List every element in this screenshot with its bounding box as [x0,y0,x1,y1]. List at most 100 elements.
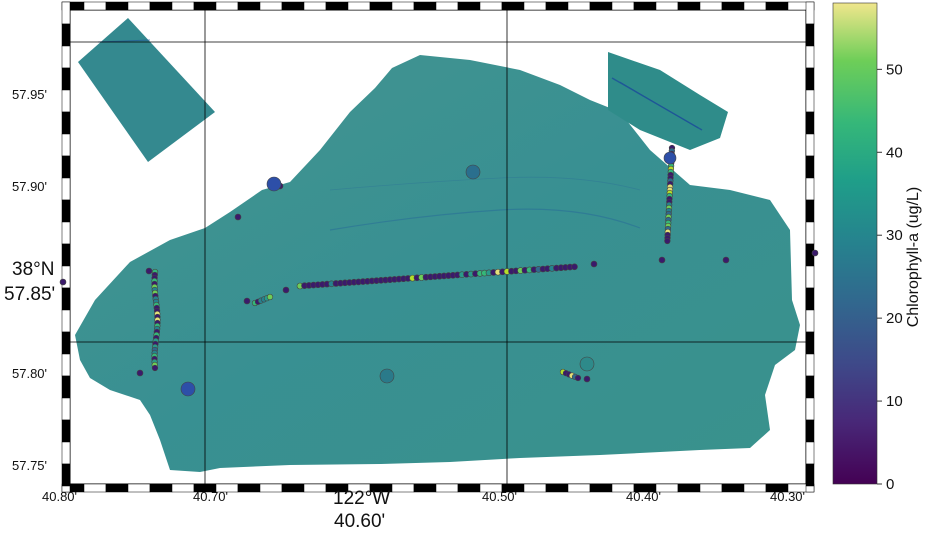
survey-point [590,260,598,268]
frame-segment [805,331,815,355]
frame-segment [805,265,815,289]
lat-tick-label: 57.85' [4,284,56,305]
frame-segment [677,483,701,493]
frame-segment [259,1,283,11]
colorbar-ticks: 0 10 20 30 40 50 [877,61,903,493]
frame-segment [61,177,71,201]
frame-segment [215,1,239,11]
colorbar-tick-label: 30 [886,227,903,244]
frame-segment [61,287,71,311]
survey-point [465,164,481,180]
frame-segment [805,309,815,333]
lon-tick-label: 40.80' [42,489,78,504]
frame-segment [805,1,815,25]
lon-tick-label: 40.70' [193,489,229,504]
frame-segment [805,463,815,487]
frame-segment [805,89,815,113]
survey-point [266,293,274,301]
frame-segment [237,1,261,11]
frame-segment [149,1,173,11]
survey-point [811,249,819,257]
frame-segment [303,1,327,11]
frame-segment [805,199,815,223]
frame-segment [805,441,815,465]
frame-segment [61,309,71,333]
frame-segment [127,1,151,11]
survey-point [379,368,395,384]
lon-tick-label: 40.50' [482,489,518,504]
survey-point [571,263,578,271]
survey-point [579,356,595,372]
frame-segment [805,111,815,135]
frame-segment [589,483,613,493]
lat-tick-label: 57.95' [12,87,48,102]
frame-segment [171,483,195,493]
frame-segment [149,483,173,493]
frame-segment [805,485,815,493]
frame-segment [523,1,547,11]
frame-segment [501,1,525,11]
frame-segment [805,155,815,179]
frame-segment [391,483,415,493]
frame-segment [237,483,261,493]
frame-segment [171,1,195,11]
colorbar-tick-label: 50 [886,61,903,78]
frame-segment [805,375,815,399]
frame-segment [391,1,415,11]
frame-segment [765,1,789,11]
frame-segment [805,67,815,91]
survey-point [145,267,153,275]
frame-segment [805,177,815,201]
survey-point [136,369,144,377]
frame-segment [805,45,815,69]
frame-segment [303,483,327,493]
frame-segment [281,1,305,11]
frame-segment [83,1,107,11]
survey-point [282,286,290,294]
frame-segment [655,1,679,11]
frame-segment [61,353,71,377]
lon-tick-label: 40.40' [626,489,662,504]
frame-segment [105,1,129,11]
frame-segment [699,1,723,11]
frame-segment [523,483,547,493]
colorbar-tick-label: 0 [886,476,894,493]
frame-segment [347,1,371,11]
frame-segment [545,1,569,11]
frame-segment [61,243,71,267]
survey-point [243,297,251,305]
frame-segment [281,483,305,493]
frame-segment [61,463,71,487]
frame-segment [545,483,569,493]
frame-segment [805,397,815,421]
frame-segment [435,1,459,11]
lat-tick-label: 57.75' [12,458,48,473]
frame-segment [61,331,71,355]
frame-segment [589,1,613,11]
frame-segment [413,1,437,11]
lat-tick-label: 57.80' [12,366,48,381]
survey-point [663,151,677,165]
frame-segment [805,133,815,157]
survey-point [574,374,582,382]
colorbar-tick-label: 20 [886,310,903,327]
frame-segment [61,397,71,421]
frame-segment [805,221,815,245]
frame-segment [805,23,815,47]
frame-segment [193,1,217,11]
frame-segment [61,1,71,25]
frame-segment [61,485,71,493]
frame-segment [61,155,71,179]
frame-segment [61,441,71,465]
frame-segment [413,483,437,493]
frame-segment [721,483,745,493]
frame-segment [567,1,591,11]
survey-point [658,256,666,264]
frame-segment [805,287,815,311]
frame-segment [61,221,71,245]
colorbar-tick-label: 40 [886,144,903,161]
survey-point [234,213,242,221]
frame-segment [805,419,815,443]
colorbar-tick-label: 10 [886,393,903,410]
frame-segment [699,483,723,493]
